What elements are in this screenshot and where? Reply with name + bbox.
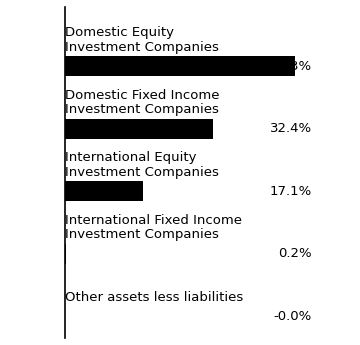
Text: Other assets less liabilities: Other assets less liabilities bbox=[65, 291, 243, 304]
Text: International Equity
Investment Companies: International Equity Investment Companie… bbox=[65, 151, 219, 179]
Bar bbox=[65, 56, 295, 76]
Text: -0.0%: -0.0% bbox=[274, 310, 312, 323]
Bar bbox=[65, 119, 213, 139]
Text: 17.1%: 17.1% bbox=[270, 185, 312, 198]
Text: 50.3%: 50.3% bbox=[270, 60, 312, 73]
Text: Domestic Equity
Investment Companies: Domestic Equity Investment Companies bbox=[65, 26, 219, 54]
Bar bbox=[65, 181, 143, 201]
Text: 32.4%: 32.4% bbox=[270, 122, 312, 135]
Text: International Fixed Income
Investment Companies: International Fixed Income Investment Co… bbox=[65, 214, 242, 241]
Text: 0.2%: 0.2% bbox=[278, 247, 312, 260]
Text: Domestic Fixed Income
Investment Companies: Domestic Fixed Income Investment Compani… bbox=[65, 89, 219, 116]
Bar bbox=[65, 244, 66, 264]
